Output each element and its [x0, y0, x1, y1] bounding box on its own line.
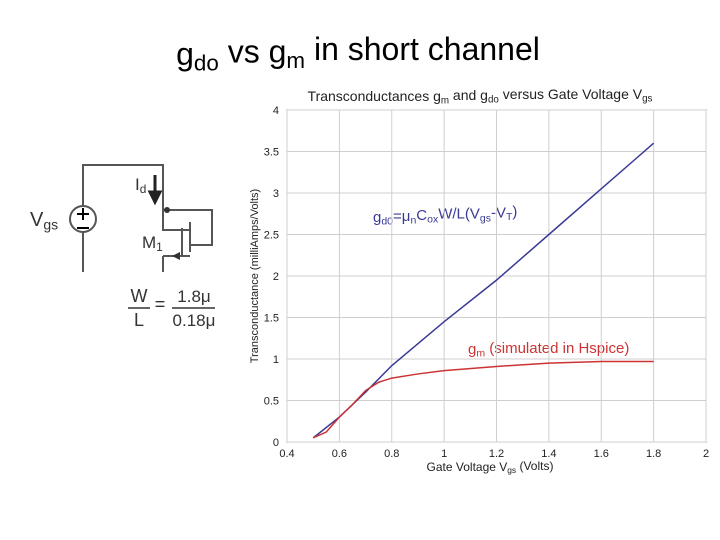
text-part: versus Gate Voltage V [499, 86, 643, 102]
text-part: -V [491, 205, 506, 222]
equals: = [155, 294, 166, 314]
transistor [162, 209, 213, 272]
subscript: d0 [381, 216, 393, 228]
m1-label: M1 [142, 233, 163, 254]
subscript: gs [43, 217, 58, 233]
text-part: ) [512, 203, 517, 220]
current-arrow [147, 175, 163, 206]
subscript: d [140, 182, 147, 196]
subscript: gs [642, 93, 652, 104]
source-sign [77, 208, 89, 229]
subscript: do [488, 94, 499, 105]
series-line [312, 142, 655, 439]
circuit [69, 164, 215, 309]
vgs-label: Vgs [30, 209, 58, 233]
text-part: (Volts) [516, 459, 553, 473]
y-tick-label: 1.5 [264, 313, 279, 325]
l-value: 0.18μ [173, 311, 216, 330]
text-part: and g [449, 87, 488, 103]
id-label: Id [135, 175, 146, 196]
y-tick-label: 3 [273, 188, 279, 200]
series-label: gm (simulated in Hspice) [468, 340, 629, 360]
y-tick-label: 2 [273, 271, 279, 283]
wire [82, 164, 164, 272]
text-part: I [135, 175, 140, 194]
subscript: 1 [156, 240, 163, 254]
y-tick-label: 3.5 [264, 147, 279, 159]
text-part: g [373, 209, 381, 226]
chart-title: Transconductances gm and gdo versus Gate… [308, 86, 653, 107]
x-tick-label: 2 [703, 448, 709, 460]
x-tick-label: 1.4 [541, 448, 556, 460]
node-dot [164, 207, 170, 213]
y-axis-label: Transconductance (milliAmps/Volts) [249, 189, 261, 363]
text-part: g [176, 36, 194, 72]
x-tick-label: 0.6 [332, 448, 347, 460]
subscript: T [506, 211, 513, 223]
series-label: gd0=μnCoxW/L(Vgs-VT) [373, 203, 517, 227]
y-tick-label: 0.5 [264, 396, 279, 408]
y-tick-label: 1 [273, 354, 279, 366]
y-tick-label: 4 [273, 105, 279, 117]
text-part: g [468, 341, 476, 358]
subscript: gs [480, 212, 491, 224]
subscript: do [194, 51, 219, 76]
text-part: M [142, 233, 156, 252]
text-part: =μ [393, 208, 410, 225]
y-tick-label: 2.5 [264, 230, 279, 242]
subscript: m [441, 95, 449, 106]
subscript: m [286, 48, 305, 73]
l-label: L [134, 310, 144, 330]
text-part: C [416, 207, 427, 224]
subscript: m [476, 348, 485, 360]
x-tick-label: 1 [441, 448, 447, 460]
text-part: Gate Voltage V [427, 460, 508, 474]
w-label: W [131, 286, 148, 306]
subscript: n [410, 215, 416, 227]
text-part: in short channel [305, 31, 540, 67]
subscript: ox [427, 213, 439, 225]
series-line [312, 360, 654, 439]
source-arrow [172, 252, 180, 260]
text-part: Transconductances g [308, 88, 441, 104]
w-value: 1.8μ [177, 287, 210, 306]
x-tick-label: 0.4 [279, 448, 294, 460]
x-tick-label: 0.8 [384, 448, 399, 460]
slide-title: gdo vs gm in short channel [176, 31, 540, 75]
text-part: V [30, 209, 44, 231]
x-axis-label: Gate Voltage Vgs (Volts) [427, 459, 554, 475]
text-part: vs g [219, 34, 287, 70]
y-tick-label: 0 [273, 437, 279, 449]
subscript: gs [507, 465, 516, 475]
x-tick-label: 1.6 [594, 448, 609, 460]
text-part: (simulated in Hspice) [485, 340, 629, 357]
x-tick-label: 1.2 [489, 448, 504, 460]
x-tick-label: 1.8 [646, 448, 661, 460]
text-part: W/L(V [438, 206, 480, 223]
